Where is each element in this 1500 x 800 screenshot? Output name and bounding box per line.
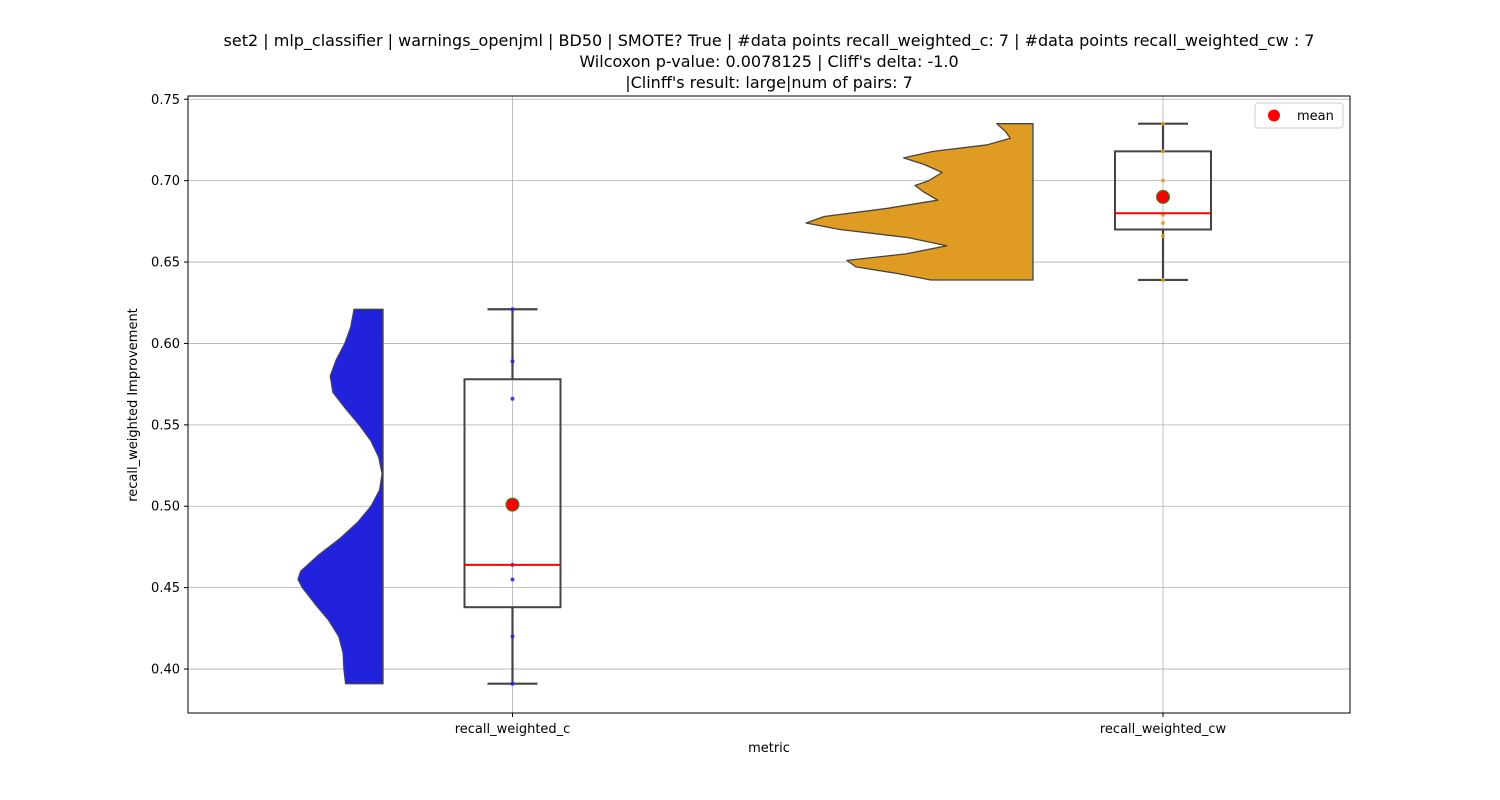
mean-marker xyxy=(1156,189,1170,204)
chart-title-line-3: |Clinff's result: large|num of pairs: 7 xyxy=(625,73,913,92)
box-iqr xyxy=(463,378,562,609)
plot-area-frame xyxy=(187,95,1351,714)
x-tick-label: recall_weighted_cw xyxy=(1100,722,1227,737)
y-tick-label: 0.70 xyxy=(151,174,180,189)
data-point xyxy=(510,396,515,401)
violin-recall_weighted_cw xyxy=(805,123,1034,281)
data-point xyxy=(510,307,515,312)
y-axis-label: recall_weighted Improvement xyxy=(126,308,141,502)
boxplot-recall_weighted_c xyxy=(463,307,562,686)
y-tick-label: 0.50 xyxy=(151,500,180,515)
data-point xyxy=(1161,121,1165,126)
legend-frame xyxy=(1254,102,1344,129)
chart-title-line-2: Wilcoxon p-value: 0.0078125 | Cliff's de… xyxy=(579,52,958,71)
y-tick-label: 0.65 xyxy=(151,256,180,271)
data-point xyxy=(1161,149,1165,154)
x-axis-ticks: recall_weighted_c recall_weighted_cw xyxy=(455,713,1227,737)
y-tick-label: 0.60 xyxy=(151,337,180,352)
violins xyxy=(297,123,1034,685)
data-point xyxy=(510,681,515,686)
mean-marker xyxy=(505,497,520,512)
y-axis-ticks: 0.40 0.45 0.50 0.55 0.60 0.65 0.70 0.75 xyxy=(151,93,188,678)
violin-recall_weighted_c xyxy=(297,308,384,685)
data-point xyxy=(510,577,515,582)
y-tick-label: 0.75 xyxy=(151,93,180,108)
data-point xyxy=(1161,234,1165,239)
y-tick-label: 0.40 xyxy=(151,663,180,678)
boxplots xyxy=(463,121,1212,686)
boxplot-recall_weighted_cw xyxy=(1114,121,1212,282)
chart-title-line-1: set2 | mlp_classifier | warnings_openjml… xyxy=(224,31,1315,51)
data-point xyxy=(1161,178,1165,183)
y-tick-label: 0.45 xyxy=(151,581,180,596)
data-point xyxy=(510,359,515,364)
x-tick-label: recall_weighted_c xyxy=(455,722,571,737)
x-axis-label: metric xyxy=(748,741,790,756)
data-point xyxy=(510,634,515,639)
data-point xyxy=(1161,220,1165,225)
y-tick-label: 0.55 xyxy=(151,418,180,433)
legend: mean xyxy=(1254,102,1344,129)
data-point xyxy=(1161,277,1165,282)
legend-mean-label: mean xyxy=(1297,109,1334,124)
legend-mean-marker xyxy=(1268,109,1280,122)
